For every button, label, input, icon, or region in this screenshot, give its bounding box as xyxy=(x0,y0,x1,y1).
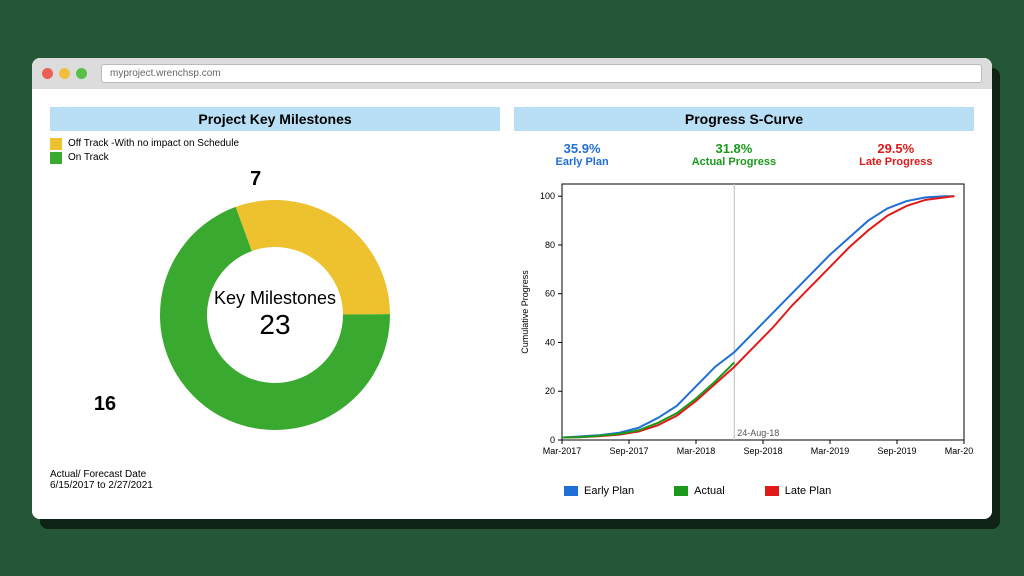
legend-swatch-offtrack xyxy=(50,138,62,150)
svg-text:Sep-2019: Sep-2019 xyxy=(877,446,916,456)
donut-chart: Key Milestones 23 7 16 xyxy=(50,165,500,465)
legend-item-ontrack: On Track xyxy=(50,151,500,165)
scurve-title: Progress S-Curve xyxy=(514,107,974,131)
milestones-footnote: Actual/ Forecast Date 6/15/2017 to 2/27/… xyxy=(50,469,500,491)
legend-label-actual: Actual xyxy=(694,485,725,497)
milestones-panel: Project Key Milestones Off Track -With n… xyxy=(50,107,500,497)
dashboard-content: Project Key Milestones Off Track -With n… xyxy=(32,89,992,519)
kpi-late: 29.5% Late Progress xyxy=(859,141,932,168)
svg-text:Sep-2018: Sep-2018 xyxy=(743,446,782,456)
browser-window: myproject.wrenchsp.com Project Key Miles… xyxy=(32,58,992,519)
minimize-icon[interactable] xyxy=(59,68,70,79)
scurve-panel: Progress S-Curve 35.9% Early Plan 31.8% … xyxy=(514,107,974,497)
scurve-svg: 0 20 40 60 80 100 Mar-2017 Sep-2017 Mar-2018 Sep-… xyxy=(514,174,974,474)
svg-text:24-Aug-18: 24-Aug-18 xyxy=(737,428,779,438)
donut-center-label: Key Milestones xyxy=(214,288,336,309)
svg-text:20: 20 xyxy=(545,386,555,396)
milestones-legend: Off Track -With no impact on Schedule On… xyxy=(50,137,500,165)
scurve-chart: 0 20 40 60 80 100 Mar-2017 Sep-2017 Mar-2018 Sep-… xyxy=(514,174,974,479)
milestones-title: Project Key Milestones xyxy=(50,107,500,131)
scurve-kpis: 35.9% Early Plan 31.8% Actual Progress 2… xyxy=(514,141,974,168)
donut-value-7: 7 xyxy=(250,168,261,191)
svg-text:Sep-2017: Sep-2017 xyxy=(609,446,648,456)
legend-swatch-late xyxy=(765,486,779,496)
donut-center: Key Milestones 23 xyxy=(214,288,336,341)
svg-text:Mar-2020: Mar-2020 xyxy=(945,446,974,456)
legend-label-early: Early Plan xyxy=(584,485,634,497)
footnote-range: 6/15/2017 to 2/27/2021 xyxy=(50,480,500,491)
legend-early: Early Plan xyxy=(564,485,634,497)
close-icon[interactable] xyxy=(42,68,53,79)
legend-item-offtrack: Off Track -With no impact on Schedule xyxy=(50,137,500,151)
maximize-icon[interactable] xyxy=(76,68,87,79)
browser-titlebar: myproject.wrenchsp.com xyxy=(32,58,992,89)
url-bar[interactable]: myproject.wrenchsp.com xyxy=(101,64,982,83)
kpi-actual: 31.8% Actual Progress xyxy=(692,141,776,168)
kpi-early: 35.9% Early Plan xyxy=(556,141,609,168)
svg-text:Mar-2018: Mar-2018 xyxy=(677,446,716,456)
donut-center-value: 23 xyxy=(214,309,336,341)
kpi-actual-label: Actual Progress xyxy=(692,156,776,168)
svg-text:60: 60 xyxy=(545,288,555,298)
legend-label-ontrack: On Track xyxy=(68,151,109,165)
kpi-actual-value: 31.8% xyxy=(692,141,776,156)
legend-swatch-early xyxy=(564,486,578,496)
svg-text:80: 80 xyxy=(545,239,555,249)
scurve-legend: Early Plan Actual Late Plan xyxy=(514,485,974,497)
svg-text:40: 40 xyxy=(545,337,555,347)
svg-text:Mar-2017: Mar-2017 xyxy=(543,446,582,456)
legend-label-late: Late Plan xyxy=(785,485,831,497)
legend-late: Late Plan xyxy=(765,485,831,497)
kpi-early-value: 35.9% xyxy=(556,141,609,156)
kpi-late-value: 29.5% xyxy=(859,141,932,156)
donut-value-16: 16 xyxy=(94,393,116,416)
svg-text:Mar-2019: Mar-2019 xyxy=(811,446,850,456)
kpi-early-label: Early Plan xyxy=(556,156,609,168)
svg-text:100: 100 xyxy=(540,191,555,201)
svg-text:0: 0 xyxy=(550,435,555,445)
footnote-title: Actual/ Forecast Date xyxy=(50,469,500,480)
legend-actual: Actual xyxy=(674,485,725,497)
legend-swatch-ontrack xyxy=(50,152,62,164)
kpi-late-label: Late Progress xyxy=(859,156,932,168)
legend-swatch-actual xyxy=(674,486,688,496)
legend-label-offtrack: Off Track -With no impact on Schedule xyxy=(68,137,239,151)
svg-text:Cumulative Progress: Cumulative Progress xyxy=(520,269,530,353)
